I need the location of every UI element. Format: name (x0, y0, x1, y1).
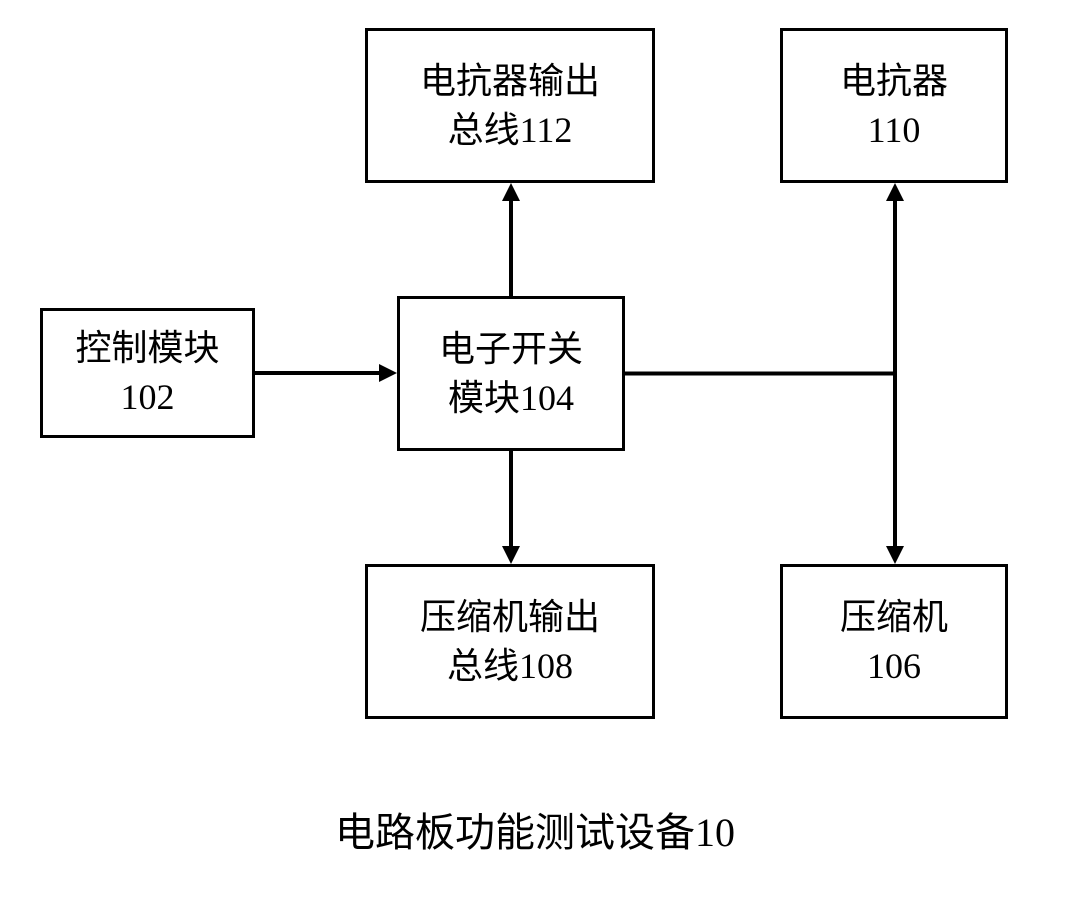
node-line1: 电子开关 (439, 325, 583, 374)
node-line1: 压缩机输出 (420, 593, 600, 642)
node-line2: 110 (868, 106, 921, 155)
node-line2: 模块104 (448, 374, 574, 423)
node-reactor-output-bus: 电抗器输出 总线112 (365, 28, 655, 183)
node-line1: 电抗器 (840, 57, 948, 106)
node-line2: 总线112 (448, 106, 573, 155)
node-line1: 电抗器输出 (420, 57, 600, 106)
node-control-module: 控制模块 102 (40, 308, 255, 438)
node-compressor-output-bus: 压缩机输出 总线108 (365, 564, 655, 719)
node-line2: 106 (867, 642, 921, 691)
node-compressor: 压缩机 106 (780, 564, 1008, 719)
caption-text: 电路板功能测试设备10 (335, 810, 735, 855)
node-line1: 压缩机 (840, 593, 948, 642)
node-line1: 控制模块 (75, 324, 219, 373)
node-line2: 总线108 (447, 642, 573, 691)
node-line2: 102 (121, 373, 175, 422)
diagram-caption: 电路板功能测试设备10 (0, 800, 1070, 858)
node-electronic-switch: 电子开关 模块104 (397, 296, 625, 451)
node-reactor: 电抗器 110 (780, 28, 1008, 183)
diagram-canvas: 控制模块 102 电子开关 模块104 电抗器输出 总线112 压缩机输出 总线… (0, 0, 1070, 899)
